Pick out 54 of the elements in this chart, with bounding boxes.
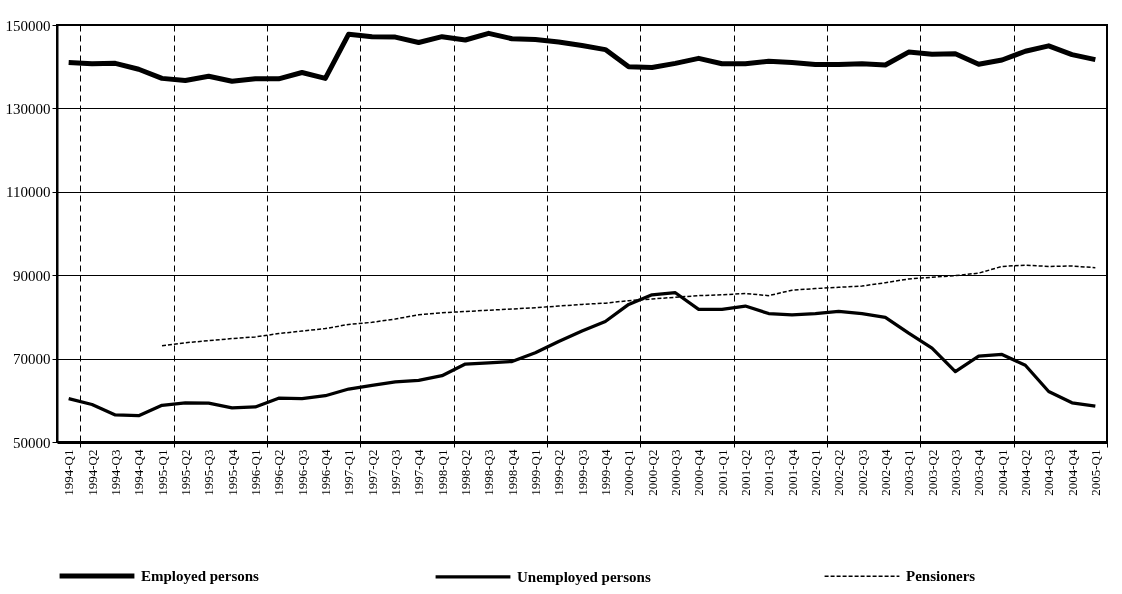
- x-tick-label: 1995-Q4: [224, 449, 240, 496]
- x-tick-label: 1995-Q3: [201, 449, 217, 496]
- x-tick-label: 1994-Q2: [84, 449, 100, 496]
- x-tick-label: 2004-Q2: [1017, 449, 1033, 496]
- x-tick-label: 2002-Q2: [831, 449, 847, 496]
- x-tick-label: 1994-Q4: [131, 449, 147, 496]
- x-tick-label: 1999-Q4: [597, 449, 613, 496]
- x-tick-label: 1999-Q2: [551, 449, 567, 496]
- x-tick-label: 2001-Q3: [761, 449, 777, 496]
- x-tick-label: 2004-Q4: [1064, 449, 1080, 496]
- x-tick-label: 1997-Q3: [387, 449, 403, 496]
- x-tick-label: 1995-Q2: [177, 449, 193, 496]
- legend-label: Employed persons: [141, 568, 260, 584]
- x-tick-label: 2000-Q4: [691, 449, 707, 496]
- x-tick-label: 2005-Q1: [1087, 449, 1103, 496]
- x-tick-label: 2003-Q4: [971, 449, 987, 496]
- x-tick-label: 1999-Q1: [527, 449, 543, 496]
- x-tick-label: 2000-Q2: [644, 449, 660, 496]
- x-tick-label: 1994-Q3: [107, 449, 123, 496]
- y-tick-label: 150000: [5, 17, 51, 34]
- x-tick-label: 2000-Q1: [621, 449, 637, 496]
- x-tick-label: 1997-Q1: [341, 449, 357, 496]
- y-tick-label: 110000: [6, 184, 51, 201]
- y-tick-label: 130000: [5, 100, 51, 117]
- x-tick-label: 2003-Q2: [924, 449, 940, 496]
- x-tick-label: 1998-Q4: [504, 449, 520, 496]
- x-tick-label: 1996-Q4: [317, 449, 333, 496]
- legend-label: Unemployed persons: [517, 568, 651, 585]
- x-tick-label: 2003-Q3: [947, 449, 963, 496]
- x-tick-label: 2002-Q3: [854, 449, 870, 496]
- x-tick-label: 1995-Q1: [154, 449, 170, 496]
- x-tick-label: 1997-Q2: [364, 449, 380, 496]
- x-tick-label: 2001-Q4: [784, 449, 800, 496]
- x-tick-label: 1999-Q3: [574, 449, 590, 496]
- x-tick-label: 2002-Q1: [807, 449, 823, 496]
- x-tick-label: 1998-Q2: [457, 449, 473, 496]
- x-tick-label: 1994-Q1: [61, 449, 77, 496]
- x-tick-label: 2002-Q4: [877, 449, 893, 496]
- x-tick-label: 1997-Q4: [411, 449, 427, 496]
- x-tick-label: 1996-Q3: [294, 449, 310, 496]
- legend-label: Pensioners: [906, 568, 976, 585]
- x-tick-label: 1996-Q2: [271, 449, 287, 496]
- y-tick-label: 70000: [13, 351, 51, 368]
- x-tick-label: 2001-Q1: [714, 449, 730, 496]
- y-tick-label: 50000: [13, 434, 51, 451]
- x-tick-label: 1998-Q3: [481, 449, 497, 496]
- x-tick-label: 2004-Q3: [1041, 449, 1057, 496]
- x-tick-label: 2004-Q1: [994, 449, 1010, 496]
- x-tick-label: 2003-Q1: [901, 449, 917, 496]
- x-tick-label: 1996-Q1: [247, 449, 263, 496]
- x-tick-label: 2000-Q3: [667, 449, 683, 496]
- x-tick-label: 1998-Q1: [434, 449, 450, 496]
- y-tick-label: 90000: [13, 267, 51, 284]
- x-tick-label: 2001-Q2: [737, 449, 753, 496]
